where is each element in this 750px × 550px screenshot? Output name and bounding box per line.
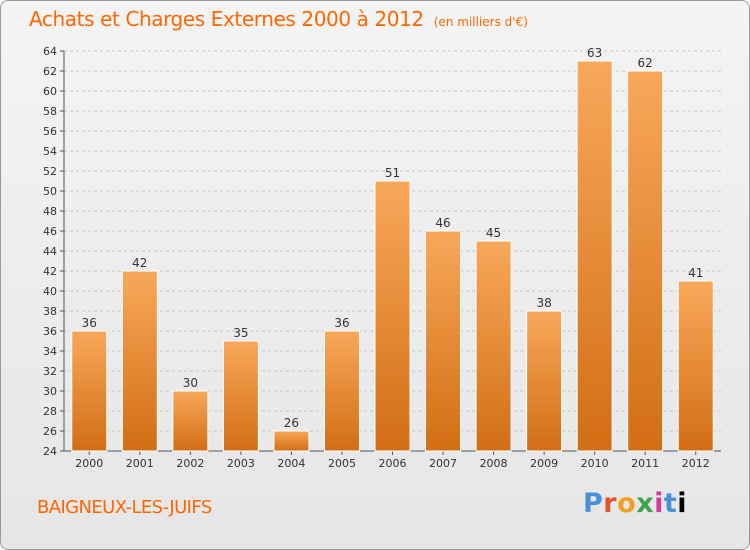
x-tick-label: 2003 <box>227 457 255 470</box>
y-tick-label: 40 <box>43 285 57 298</box>
data-label: 41 <box>688 266 703 280</box>
data-label: 46 <box>435 216 450 230</box>
y-tick-label: 52 <box>43 165 57 178</box>
x-tick-label: 2004 <box>277 457 305 470</box>
x-tick-label: 2012 <box>682 457 710 470</box>
x-tick-label: 2002 <box>176 457 204 470</box>
logo-letter: o <box>617 488 637 519</box>
data-label: 36 <box>334 316 349 330</box>
logo-letter: x <box>636 488 655 519</box>
y-tick-label: 58 <box>43 105 57 118</box>
bar <box>273 430 310 452</box>
logo-letter: i <box>654 488 664 519</box>
proxiti-logo: Proxiti <box>583 488 687 519</box>
data-label: 30 <box>183 376 198 390</box>
town-name: BAIGNEUX-LES-JUIFS <box>37 497 212 518</box>
y-tick-label: 24 <box>43 445 57 458</box>
y-tick-label: 26 <box>43 425 57 438</box>
bars <box>71 60 714 452</box>
bar <box>222 340 259 452</box>
bar <box>323 330 360 452</box>
y-tick-label: 34 <box>43 345 57 358</box>
data-label: 36 <box>82 316 97 330</box>
y-tick-label: 50 <box>43 185 57 198</box>
y-tick-label: 46 <box>43 225 57 238</box>
logo-letter: t <box>663 488 678 519</box>
bar <box>71 330 108 452</box>
bar <box>374 180 411 452</box>
data-label: 45 <box>486 226 501 240</box>
y-tick-label: 36 <box>43 325 57 338</box>
y-tick-label: 48 <box>43 205 57 218</box>
logo-letter: r <box>603 488 618 519</box>
y-tick-label: 64 <box>43 45 57 58</box>
y-tick-label: 54 <box>43 145 57 158</box>
y-tick-label: 32 <box>43 365 57 378</box>
y-tick-label: 42 <box>43 265 57 278</box>
y-tick-label: 60 <box>43 85 57 98</box>
chart-unit: (en milliers d'€) <box>433 15 528 29</box>
x-tick-label: 2011 <box>631 457 659 470</box>
y-tick-label: 28 <box>43 405 57 418</box>
logo-letter: P <box>583 488 604 519</box>
data-label: 51 <box>385 166 400 180</box>
bar <box>121 270 158 452</box>
labels: 36 2000 42 2001 30 2002 35 2003 26 2004 36 2005 51 20… <box>75 46 709 470</box>
x-tick-label: 2007 <box>429 457 457 470</box>
data-label: 63 <box>587 46 602 60</box>
bar <box>576 60 613 452</box>
x-tick-label: 2009 <box>530 457 558 470</box>
x-tick-label: 2010 <box>581 457 609 470</box>
chart-title-block: Achats et Charges Externes 2000 à 2012 (e… <box>29 7 528 31</box>
x-tick-label: 2006 <box>379 457 407 470</box>
data-label: 42 <box>132 256 147 270</box>
x-tick-label: 2000 <box>75 457 103 470</box>
y-tick-label: 30 <box>43 385 57 398</box>
bar <box>677 280 714 452</box>
logo-letter: i <box>677 488 688 519</box>
x-tick-label: 2001 <box>126 457 154 470</box>
data-label: 38 <box>536 296 551 310</box>
bar <box>526 310 563 452</box>
y-tick-label: 62 <box>43 65 57 78</box>
bar <box>172 390 209 452</box>
data-label: 26 <box>284 416 299 430</box>
bar <box>475 240 512 452</box>
chart-title: Achats et Charges Externes 2000 à 2012 <box>29 7 424 31</box>
axes: 24 26 28 30 32 34 36 38 40 42 44 46 48 50 52 54 56 58 60 62… <box>43 45 721 458</box>
y-tick-label: 44 <box>43 245 57 258</box>
bar <box>627 70 664 452</box>
x-tick-label: 2005 <box>328 457 356 470</box>
data-label: 35 <box>233 326 248 340</box>
y-tick-label: 56 <box>43 125 57 138</box>
y-tick-label: 38 <box>43 305 57 318</box>
data-label: 62 <box>638 56 653 70</box>
x-tick-label: 2008 <box>480 457 508 470</box>
bar <box>425 230 462 452</box>
